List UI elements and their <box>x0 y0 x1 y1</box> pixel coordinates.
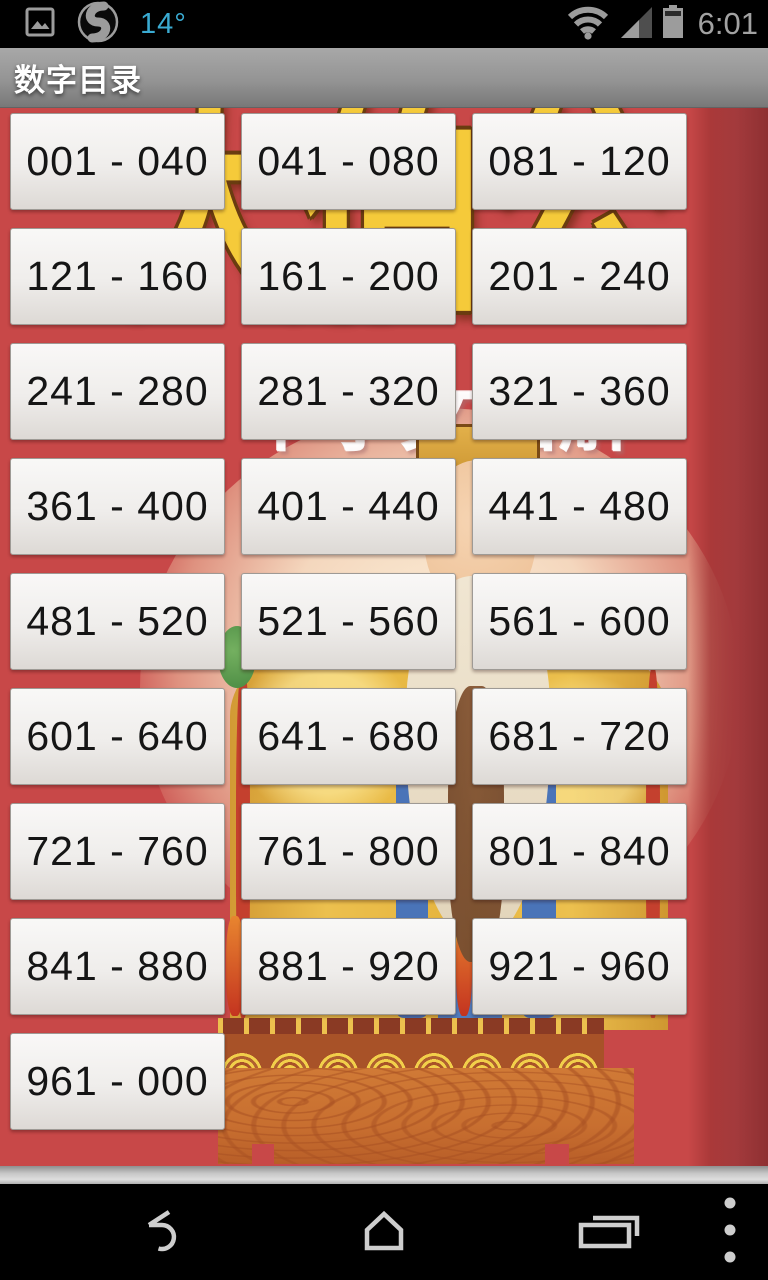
range-button[interactable]: 561 - 600 <box>472 573 687 670</box>
range-button[interactable]: 961 - 000 <box>10 1033 225 1130</box>
recents-button[interactable] <box>560 1184 660 1280</box>
temperature-label: 14° <box>140 7 187 40</box>
altar-leg-notch <box>252 1144 274 1166</box>
swype-icon <box>76 0 120 49</box>
number-grid: 001 - 040 041 - 080 081 - 120 121 - 160 161 … <box>10 113 687 1130</box>
page-right-shadow <box>688 108 768 1184</box>
navigation-bar <box>0 1184 768 1280</box>
range-button[interactable]: 081 - 120 <box>472 113 687 210</box>
recents-icon <box>575 1206 645 1259</box>
range-button[interactable]: 521 - 560 <box>241 573 456 670</box>
home-icon <box>359 1206 409 1259</box>
altar-leg-notch <box>545 1144 569 1166</box>
range-button[interactable]: 361 - 400 <box>10 458 225 555</box>
robe-flame-art <box>226 916 244 1016</box>
altar-wave-pattern-art <box>218 1034 604 1068</box>
range-button[interactable]: 281 - 320 <box>241 343 456 440</box>
status-bar: 14° 6:01 <box>0 0 768 48</box>
range-button[interactable]: 001 - 040 <box>10 113 225 210</box>
range-button[interactable]: 441 - 480 <box>472 458 687 555</box>
range-button[interactable]: 241 - 280 <box>10 343 225 440</box>
range-button[interactable]: 681 - 720 <box>472 688 687 785</box>
range-button[interactable]: 841 - 880 <box>10 918 225 1015</box>
home-button[interactable] <box>334 1184 434 1280</box>
range-button[interactable]: 401 - 440 <box>241 458 456 555</box>
page-bottom-edge <box>0 1166 768 1184</box>
range-button[interactable]: 721 - 760 <box>10 803 225 900</box>
range-button[interactable]: 881 - 920 <box>241 918 456 1015</box>
signal-icon <box>618 4 654 45</box>
back-icon <box>136 1206 184 1259</box>
range-button[interactable]: 801 - 840 <box>472 803 687 900</box>
range-button[interactable]: 041 - 080 <box>241 113 456 210</box>
wifi-icon <box>565 3 611 46</box>
back-button[interactable] <box>110 1184 210 1280</box>
range-button[interactable]: 201 - 240 <box>472 228 687 325</box>
page-title: 数字目录 <box>14 63 142 98</box>
range-button[interactable]: 921 - 960 <box>472 918 687 1015</box>
range-button[interactable]: 121 - 160 <box>10 228 225 325</box>
range-button[interactable]: 601 - 640 <box>10 688 225 785</box>
overflow-icon <box>724 1195 736 1270</box>
overflow-menu-button[interactable] <box>706 1184 754 1280</box>
battery-icon <box>661 4 685 45</box>
gallery-icon <box>24 6 56 43</box>
action-bar: 数字目录 <box>0 48 768 108</box>
range-button[interactable]: 481 - 520 <box>10 573 225 670</box>
range-button[interactable]: 161 - 200 <box>241 228 456 325</box>
range-button[interactable]: 321 - 360 <box>472 343 687 440</box>
altar-stud-band-art <box>218 1018 604 1034</box>
clock-label: 6:01 <box>697 6 758 41</box>
range-button[interactable]: 761 - 800 <box>241 803 456 900</box>
range-button[interactable]: 641 - 680 <box>241 688 456 785</box>
